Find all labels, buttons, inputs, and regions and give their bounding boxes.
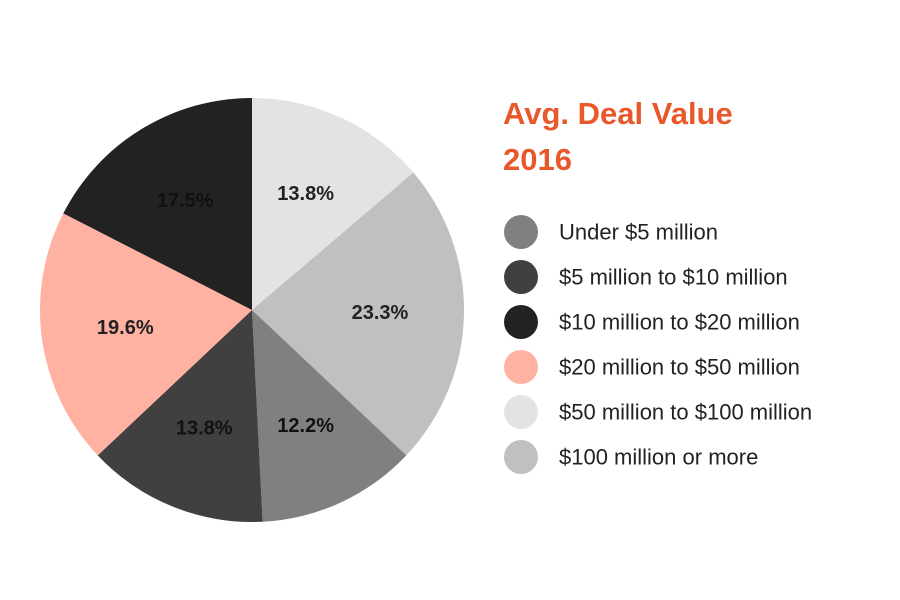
pie-slice-1 [252,98,414,310]
legend-swatch-1 [504,215,538,249]
legend-label-6: $100 million or more [559,445,758,470]
pie-slice-label-5: 19.6% [97,317,154,339]
pie-slice-2 [252,172,465,456]
pie-slice-label-2: 23.3% [352,302,409,324]
legend-swatch-5 [504,395,538,429]
legend-item-4: $20 million to $50 million [504,350,800,384]
chart-title-line-2: 2016 [503,142,572,177]
pie-slice-label-4: 13.8% [176,418,233,440]
pie-slice-6 [63,98,253,310]
legend-item-3: $10 million to $20 million [504,305,800,339]
legend-swatch-2 [504,260,538,294]
pie-slice-label-3: 12.2% [277,415,334,437]
legend-item-2: $5 million to $10 million [504,260,788,294]
legend-swatch-6 [504,440,538,474]
legend-label-4: $20 million to $50 million [559,355,800,380]
legend-label-3: $10 million to $20 million [559,310,800,335]
chart-title: Avg. Deal Value 2016 [503,96,733,177]
legend-label-1: Under $5 million [559,220,718,245]
pie-slice-4 [97,310,263,522]
legend-item-1: Under $5 million [504,215,718,249]
chart-legend: Under $5 million $5 million to $10 millio… [504,215,812,474]
pie-slice-labels: 13.8% 23.3% 12.2% 13.8% 19.6% 17.5% [97,183,409,440]
pie-slices [40,98,465,522]
chart-title-line-1: Avg. Deal Value [503,96,733,131]
legend-label-5: $50 million to $100 million [559,400,812,425]
legend-item-5: $50 million to $100 million [504,395,812,429]
pie-slice-3 [252,310,407,522]
pie-slice-5 [40,213,253,456]
legend-swatch-3 [504,305,538,339]
legend-swatch-4 [504,350,538,384]
legend-label-2: $5 million to $10 million [559,265,788,290]
legend-item-6: $100 million or more [504,440,758,474]
pie-slice-label-6: 17.5% [157,190,214,212]
pie-slice-label-1: 13.8% [277,183,334,205]
